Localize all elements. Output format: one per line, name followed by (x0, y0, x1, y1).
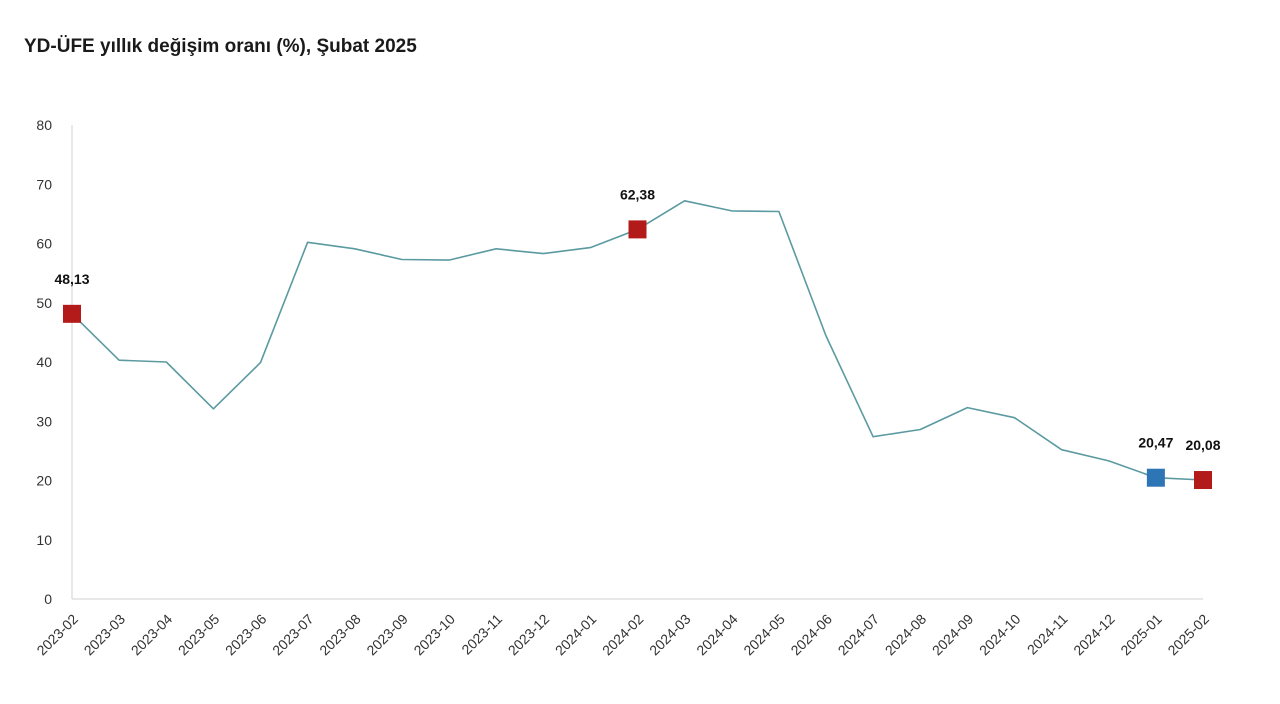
data-label: 48,13 (54, 271, 89, 287)
x-tick-label: 2023-10 (410, 611, 458, 659)
data-labels-group: 48,13 62,38 20,47 20,08 (54, 186, 1220, 453)
axes (71, 125, 1203, 600)
y-tick-label: 0 (44, 591, 52, 607)
x-tick-label: 2023-03 (81, 611, 129, 659)
x-tick-label: 2025-02 (1164, 611, 1212, 659)
y-tick-label: 40 (36, 354, 52, 370)
x-tick-label: 2024-06 (787, 611, 835, 659)
y-tick-label: 60 (36, 236, 52, 252)
x-tick-label: 2024-12 (1070, 611, 1118, 659)
data-label: 20,08 (1185, 437, 1220, 453)
data-marker (628, 220, 647, 239)
x-tick-label: 2024-07 (835, 611, 883, 659)
y-tick-label: 20 (36, 473, 52, 489)
x-tick-label: 2024-09 (929, 611, 977, 659)
x-tick-label: 2023-08 (316, 611, 364, 659)
x-tick-label: 2023-02 (33, 611, 81, 659)
x-tick-label: 2023-09 (363, 611, 411, 659)
data-marker (1194, 471, 1212, 490)
y-tick-label: 70 (36, 176, 52, 192)
y-tick-label: 30 (36, 413, 52, 429)
y-tick-label: 10 (36, 532, 52, 548)
series-group (71, 200, 1204, 481)
chart-title: YD-ÜFE yıllık değişim oranı (%), Şubat 2… (24, 36, 417, 57)
series-line (71, 200, 1204, 481)
data-label: 62,38 (620, 186, 655, 202)
x-tick-label: 2024-02 (599, 611, 647, 659)
y-axis-ticks: 0 10 20 30 40 50 60 70 80 (36, 117, 52, 607)
x-tick-label: 2023-12 (505, 611, 553, 659)
data-marker (63, 304, 81, 323)
x-tick-label: 2023-06 (222, 611, 270, 659)
y-tick-label: 50 (36, 295, 52, 311)
y-tick-label: 80 (36, 117, 52, 133)
x-tick-label: 2023-05 (175, 611, 223, 659)
x-tick-label: 2023-04 (128, 611, 176, 659)
x-tick-label: 2024-10 (976, 611, 1024, 659)
x-tick-label: 2024-04 (693, 611, 741, 659)
x-tick-label: 2024-11 (1024, 611, 1071, 658)
data-marker (1146, 468, 1165, 487)
data-label: 20,47 (1138, 435, 1173, 451)
x-tick-label: 2024-03 (646, 611, 694, 659)
x-tick-label: 2023-11 (458, 611, 505, 658)
x-tick-label: 2025-01 (1117, 611, 1165, 659)
x-tick-label: 2024-08 (882, 611, 930, 659)
x-tick-label: 2024-05 (740, 611, 788, 659)
x-tick-label: 2024-01 (552, 611, 600, 659)
markers-group (63, 220, 1212, 490)
x-axis-ticks: 2023-02 2023-03 2023-04 2023-05 2023-06 2023-… (33, 611, 1212, 659)
x-tick-label: 2023-07 (269, 611, 317, 659)
